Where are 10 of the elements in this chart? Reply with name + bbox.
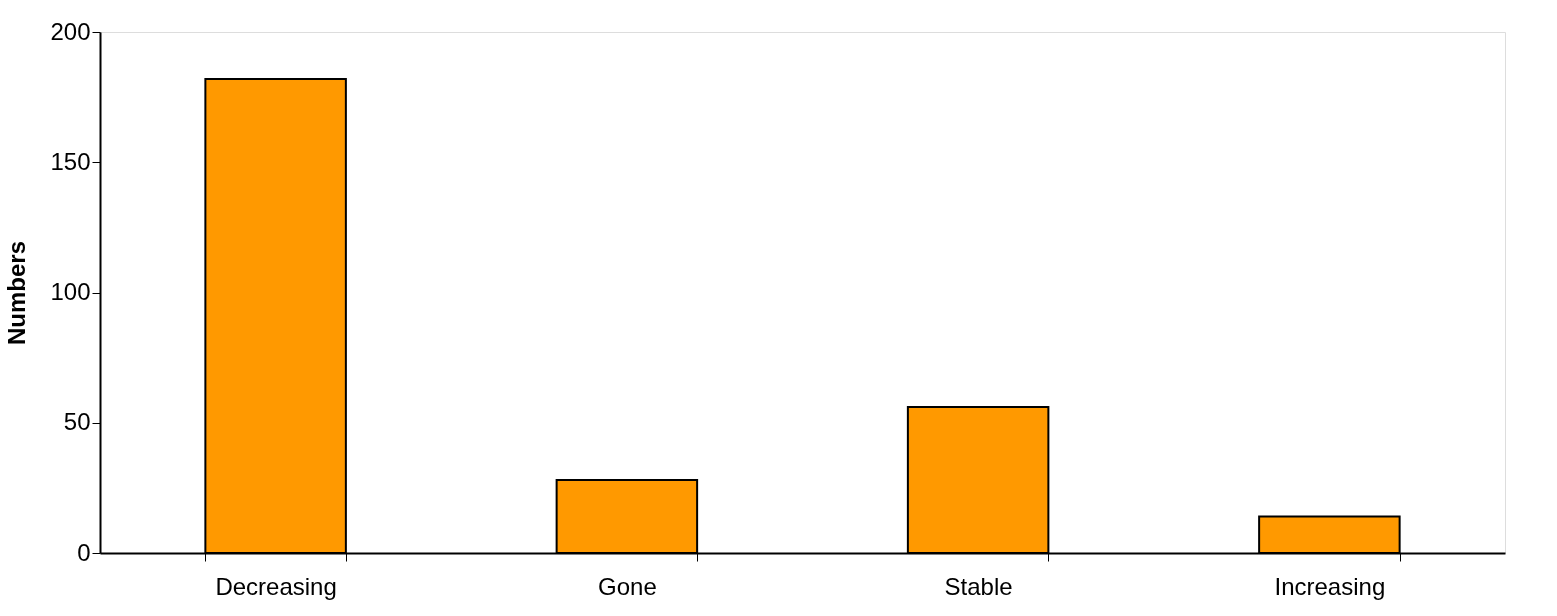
y-tick-label: 0 bbox=[77, 538, 91, 566]
y-tick-label: 150 bbox=[50, 147, 91, 175]
y-tick-label: 100 bbox=[50, 278, 91, 305]
x-tick-label: Increasing bbox=[1274, 572, 1386, 600]
x-tick-label: Decreasing bbox=[215, 572, 337, 600]
y-tick-label: 50 bbox=[63, 408, 91, 436]
y-axis-title: Numbers bbox=[3, 240, 31, 346]
x-tick-label: Gone bbox=[598, 572, 657, 600]
y-tick-label: 200 bbox=[50, 17, 91, 45]
x-tick-label: Stable bbox=[944, 572, 1013, 600]
